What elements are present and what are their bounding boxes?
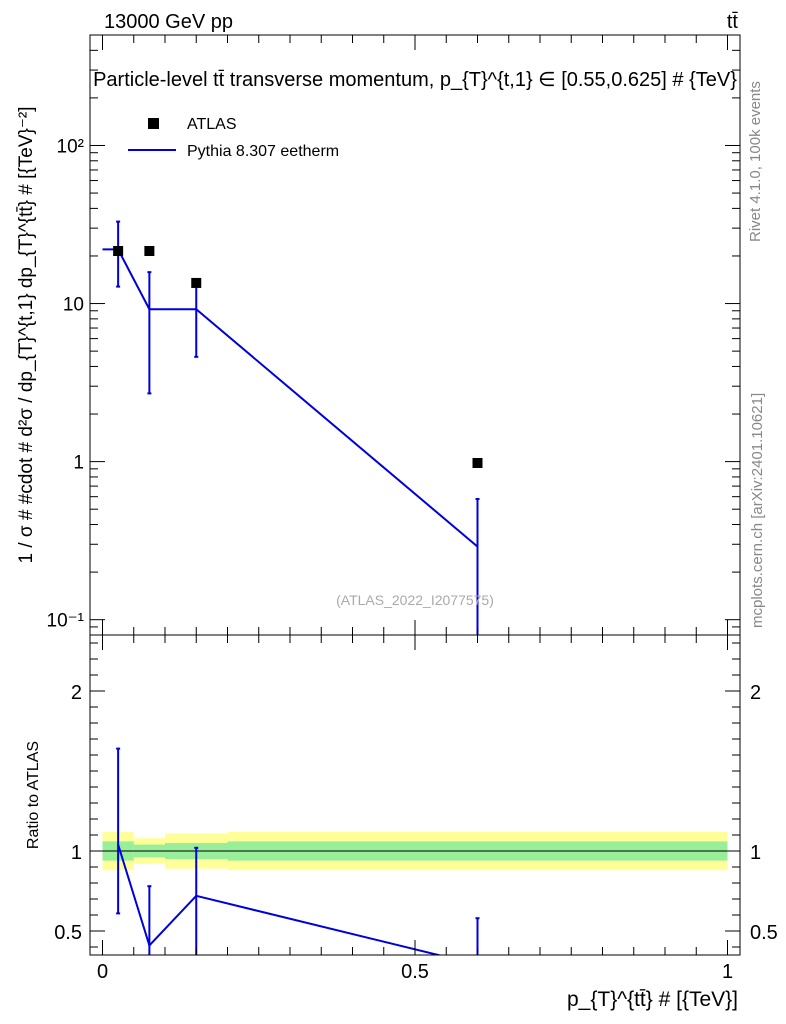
ratio-tick-labels: 0 0.5 1 0.5 0.5 1 1 2 2 (54, 682, 778, 983)
ratio-y-axis-label: Ratio to ATLAS (25, 741, 42, 849)
atlas-data-point (472, 458, 483, 469)
pythia-line (102, 248, 479, 548)
ratio-y-tick-label-right: 1 (750, 842, 761, 864)
ratio-y-tick-label: 2 (71, 682, 82, 704)
ratio-frame (89, 634, 741, 956)
process-label: tt̄ (727, 11, 739, 33)
legend-atlas-marker (148, 118, 159, 129)
y-tick-label: 10⁻¹ (47, 611, 85, 632)
y-tick-label: 10² (57, 136, 84, 157)
energy-label: 13000 GeV pp (104, 11, 233, 33)
atlas-data-point (191, 277, 202, 288)
ratio-y-tick-label-right: 0.5 (750, 922, 778, 944)
x-tick-label: 1 (722, 961, 733, 983)
x-axis-label: p_{T}^{tt̄} # [{TeV}] (567, 988, 738, 1011)
ratio-panel: 0 0.5 1 0.5 0.5 1 1 2 2 Ratio to ATLAS p_{T}^{tt… (25, 634, 778, 1011)
rivet-version-label: Rivet 4.1.0, 100k events (747, 81, 764, 242)
ratio-y-tick-label: 0.5 (54, 922, 82, 944)
ratio-axis-ticks (90, 642, 740, 955)
ratio-pythia-line (117, 844, 443, 955)
x-tick-label: 0.5 (401, 961, 429, 983)
y-tick-label: 10 (63, 295, 84, 316)
legend-pythia-label: Pythia 8.307 eetherm (187, 143, 339, 160)
legend: ATLAS Pythia 8.307 eetherm (128, 116, 339, 160)
analysis-watermark: (ATLAS_2022_I2077575) (336, 592, 494, 608)
x-tick-label: 0 (97, 961, 108, 983)
main-y-axis-label: 1 / σ # #cdot # d²σ / dp_{T}^{t,1} dp_{T… (16, 107, 37, 564)
atlas-data-point (144, 246, 155, 257)
ratio-y-tick-label-right: 2 (750, 682, 761, 704)
legend-atlas-label: ATLAS (187, 116, 237, 133)
mcplots-label: mcplots.cern.ch [arXiv:2401.10621] (749, 393, 766, 628)
chart-title: Particle-level tt̄ transverse momentum, … (93, 69, 737, 91)
ratio-marks (102, 747, 728, 955)
atlas-data-point (113, 246, 124, 257)
main-panel: 10⁻¹ 1 10 10² Particle-level tt̄ transverse… (16, 34, 741, 650)
y-tick-label: 1 (73, 453, 84, 474)
main-y-tick-labels: 10⁻¹ 1 10 10² (47, 136, 85, 631)
main-marks (102, 220, 483, 635)
ratio-y-tick-label: 1 (71, 842, 82, 864)
